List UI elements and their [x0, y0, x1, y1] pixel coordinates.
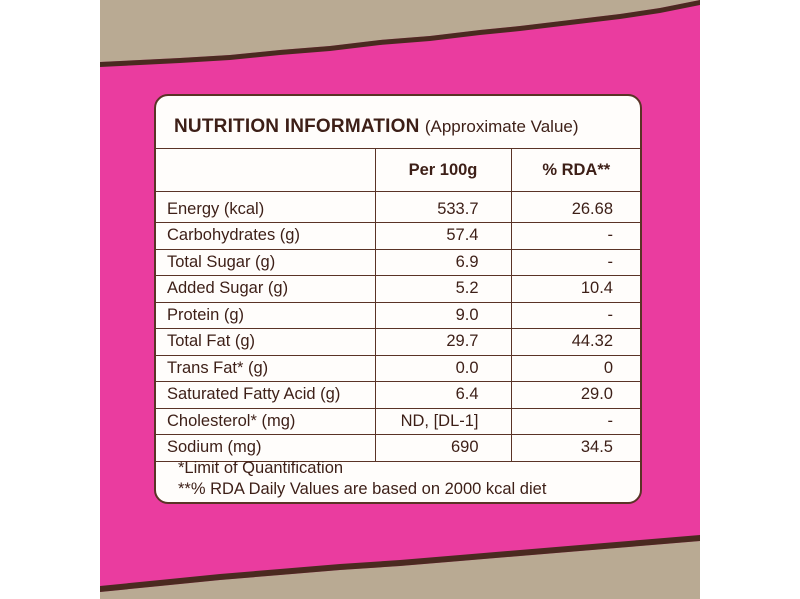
table-row: Saturated Fatty Acid (g) 6.4 29.0 — [155, 381, 641, 409]
table-row: Total Sugar (g) 6.9- — [155, 248, 641, 276]
per-100g-value: 57.4 — [374, 222, 512, 250]
nutrient-name: Saturated Fatty Acid (g) — [155, 381, 376, 409]
nutrient-name: Carbohydrates (g) — [155, 222, 376, 250]
table-row: Sodium (mg) 690 34.5 — [155, 434, 641, 462]
table-row: Protein (g) 9.0- — [155, 301, 641, 329]
per-100g-value: 29.7 — [374, 328, 512, 356]
nutrient-name: Sodium (mg) — [155, 434, 376, 462]
nutrient-name: Added Sugar (g) — [155, 275, 376, 303]
per-100g-value: 5.2 — [374, 275, 512, 303]
table-row: Added Sugar (g) 5.2 10.4 — [155, 275, 641, 303]
rda-value: 26.68 — [510, 191, 641, 223]
nutrient-name: Energy (kcal) — [155, 191, 376, 223]
nutrient-name: Total Sugar (g) — [155, 248, 376, 276]
rda-value: - — [510, 222, 641, 250]
rda-value: 0 — [510, 354, 641, 382]
nutrient-name: Cholesterol* (mg) — [155, 407, 376, 435]
nutrient-name: Protein (g) — [155, 301, 376, 329]
nutrition-table: Per 100g % RDA** Energy (kcal) 533.7 26.68… — [155, 148, 641, 462]
rda-value: 44.32 — [510, 328, 641, 356]
rda-value: 29.0 — [510, 381, 641, 409]
per-100g-value: 6.4 — [374, 381, 512, 409]
column-header-rda: % RDA** — [510, 148, 641, 192]
nutrition-label-card: NUTRITION INFORMATION (Approximate Value… — [154, 94, 642, 504]
column-header-nutrient — [155, 148, 376, 192]
table-row: Total Fat (g) 29.7 44.32 — [155, 328, 641, 356]
footnote-rda: **% RDA Daily Values are based on 2000 k… — [178, 480, 547, 498]
per-100g-value: ND, [DL-1] — [374, 407, 512, 435]
footnotes: *Limit of Quantification **% RDA Daily V… — [178, 458, 546, 500]
rda-value: - — [510, 301, 641, 329]
rda-value: 10.4 — [510, 275, 641, 303]
table-header-row: Per 100g % RDA** — [155, 148, 641, 192]
table-row: Cholesterol* (mg) ND, [DL-1] - — [155, 407, 641, 435]
rda-value: - — [510, 407, 641, 435]
table-row: Energy (kcal) 533.7 26.68 — [155, 191, 641, 223]
rda-value: - — [510, 248, 641, 276]
table-row: Carbohydrates (g) 57.4- — [155, 222, 641, 250]
per-100g-value: 0.0 — [374, 354, 512, 382]
nutrient-name: Trans Fat* (g) — [155, 354, 376, 382]
label-title-main: NUTRITION INFORMATION — [174, 116, 420, 137]
nutrient-name: Total Fat (g) — [155, 328, 376, 356]
per-100g-value: 690 — [374, 434, 512, 462]
table-row: Trans Fat* (g) 0.0 0 — [155, 354, 641, 382]
label-title-subtitle: (Approximate Value) — [424, 117, 579, 136]
per-100g-value: 533.7 — [374, 191, 512, 223]
label-title: NUTRITION INFORMATION (Approximate Value… — [174, 116, 579, 138]
column-header-per-100g: Per 100g — [374, 148, 512, 192]
footnote-loq: *Limit of Quantification — [178, 459, 344, 477]
rda-value: 34.5 — [510, 434, 641, 462]
per-100g-value: 9.0 — [374, 301, 512, 329]
per-100g-value: 6.9 — [374, 248, 512, 276]
